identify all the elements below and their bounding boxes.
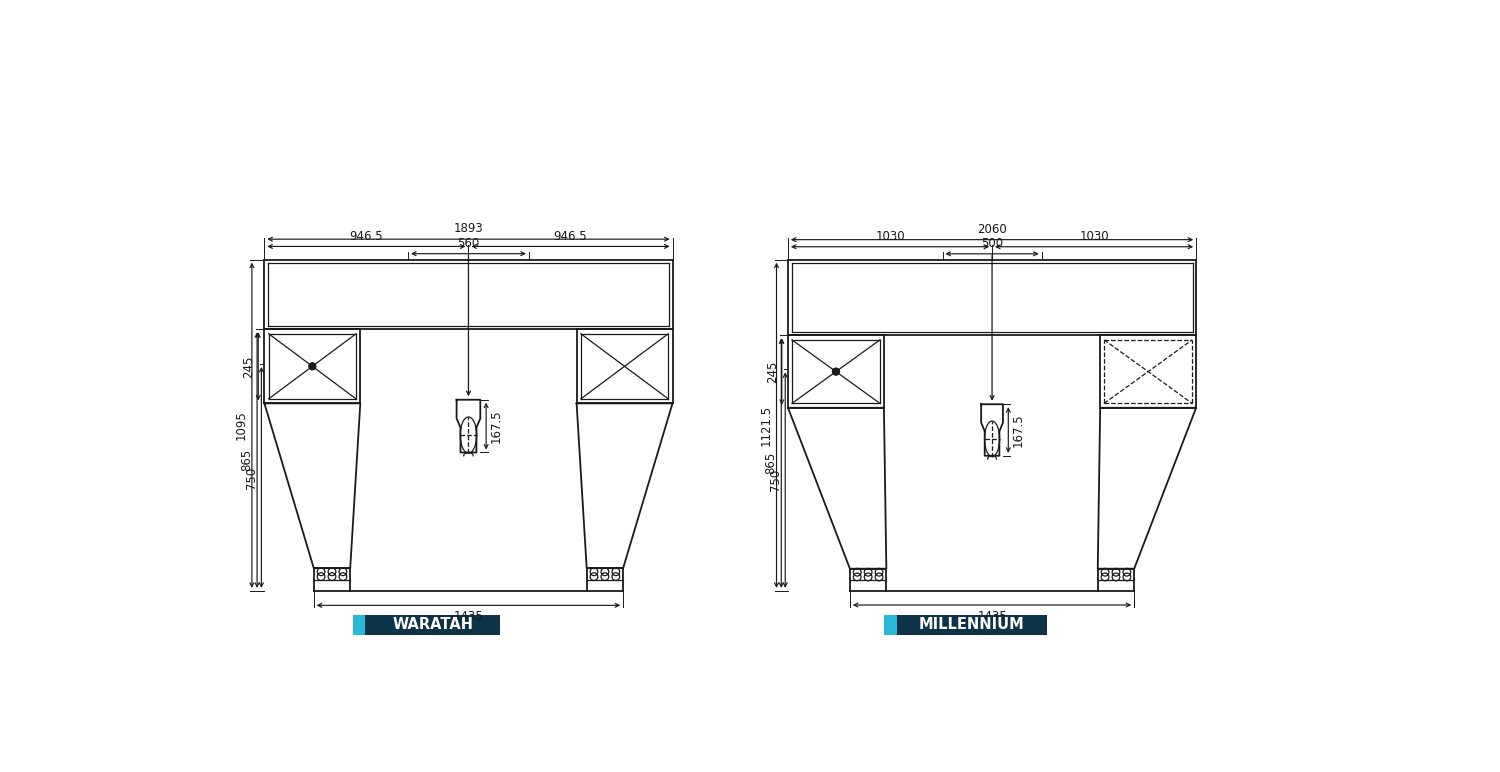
Text: 865: 865 [240,449,254,471]
Text: 750: 750 [770,469,782,491]
Circle shape [309,363,316,370]
Text: 167.5: 167.5 [1013,413,1025,447]
Text: 946.5: 946.5 [554,229,588,242]
Circle shape [833,368,840,375]
Text: MILLENNIUM: MILLENNIUM [920,617,1024,632]
Text: 245: 245 [766,361,778,383]
Text: 245: 245 [242,355,255,378]
Bar [897,615,1047,635]
Text: 500: 500 [981,237,1004,250]
Text: 1435: 1435 [976,610,1006,623]
Bar [366,615,500,635]
Text: 1893: 1893 [453,222,483,235]
Text: WARATAH: WARATAH [392,617,472,632]
Text: 750: 750 [246,466,258,489]
Text: 865: 865 [765,452,777,474]
Text: 1095: 1095 [236,411,248,440]
Text: 2060: 2060 [976,223,1006,235]
Text: 1435: 1435 [453,610,483,623]
Bar [885,615,897,635]
Text: 1030: 1030 [874,230,904,243]
Text: 946.5: 946.5 [350,229,382,242]
Text: 1030: 1030 [1080,230,1108,243]
Text: 1121.5: 1121.5 [759,405,772,446]
Bar [352,615,366,635]
Text: 560: 560 [458,237,480,250]
Text: 167.5: 167.5 [490,409,502,443]
